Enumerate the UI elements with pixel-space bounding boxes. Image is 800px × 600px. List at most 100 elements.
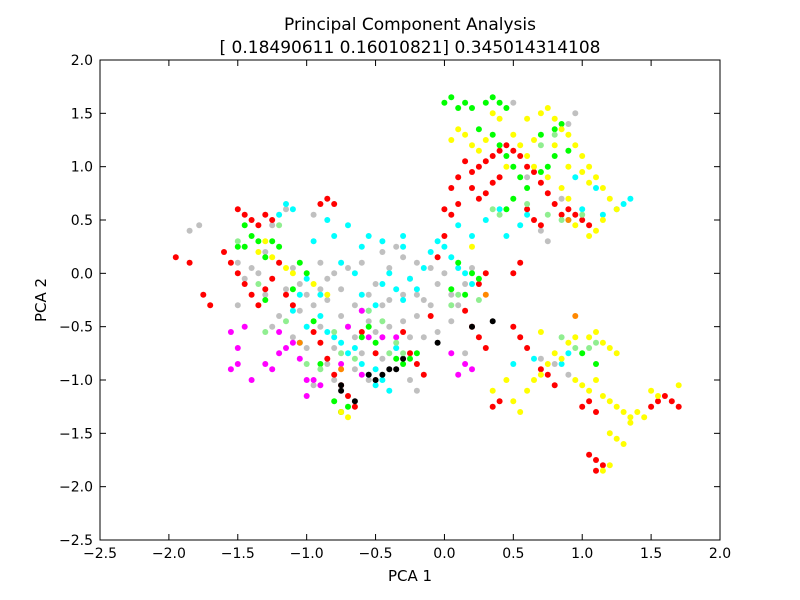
y-tick-label-8: 1.5 bbox=[71, 106, 93, 122]
data-point-s0-62 bbox=[565, 371, 572, 378]
data-point-s0-34 bbox=[379, 249, 386, 255]
data-point-s4-61 bbox=[599, 339, 606, 346]
data-point-s4-48 bbox=[489, 387, 496, 394]
data-point-s0-37 bbox=[317, 323, 324, 330]
data-point-s2-19 bbox=[317, 201, 324, 207]
data-point-s1-36 bbox=[338, 339, 345, 346]
data-point-s4-57 bbox=[558, 355, 565, 362]
data-point-s4-29 bbox=[531, 137, 537, 143]
data-point-s1-45 bbox=[496, 206, 503, 213]
data-point-s5-13 bbox=[234, 361, 241, 367]
data-point-s3-11 bbox=[310, 318, 317, 325]
data-point-s4-9 bbox=[551, 115, 558, 122]
data-point-s1-26 bbox=[365, 233, 372, 239]
data-point-s0-19 bbox=[379, 302, 386, 309]
data-point-s8-8 bbox=[386, 350, 393, 357]
data-point-s1-12 bbox=[393, 286, 400, 293]
data-point-s4-71 bbox=[620, 409, 627, 415]
data-point-s0-9 bbox=[310, 302, 317, 309]
x-tick-label-0: −2.5 bbox=[83, 546, 117, 562]
data-point-s3-29 bbox=[503, 105, 510, 111]
data-point-s2-70 bbox=[489, 179, 496, 186]
data-point-s4-36 bbox=[496, 115, 503, 122]
data-point-s5-25 bbox=[455, 371, 462, 378]
data-point-s0-28 bbox=[441, 270, 448, 277]
data-point-s2-51 bbox=[503, 142, 510, 149]
data-point-s2-74 bbox=[537, 222, 544, 229]
data-point-s2-62 bbox=[579, 217, 586, 223]
data-point-s0-1 bbox=[196, 222, 203, 229]
chart-title: Principal Component Analysis bbox=[284, 15, 536, 35]
data-point-s0-51 bbox=[448, 318, 455, 325]
data-point-s4-14 bbox=[586, 163, 593, 170]
data-point-s7-2 bbox=[572, 313, 579, 319]
x-tick-label-9: 2.0 bbox=[709, 546, 731, 562]
data-point-s8-14 bbox=[524, 201, 531, 207]
data-point-s2-39 bbox=[448, 211, 455, 218]
data-point-s4-64 bbox=[572, 377, 579, 383]
data-point-s4-66 bbox=[586, 387, 593, 394]
data-point-s5-23 bbox=[462, 361, 469, 367]
data-point-s5-18 bbox=[358, 371, 365, 378]
data-point-s1-10 bbox=[379, 281, 386, 287]
data-point-s3-25 bbox=[469, 105, 475, 111]
data-point-s0-54 bbox=[469, 265, 475, 271]
data-point-s8-23 bbox=[572, 345, 579, 351]
data-point-s0-0 bbox=[186, 227, 193, 234]
data-point-s0-41 bbox=[269, 323, 276, 330]
data-point-s6-4 bbox=[372, 377, 379, 383]
data-point-s2-55 bbox=[531, 169, 537, 175]
data-point-s2-63 bbox=[586, 222, 593, 229]
data-point-s5-8 bbox=[296, 355, 303, 362]
data-point-s0-73 bbox=[310, 382, 317, 389]
data-point-s8-25 bbox=[537, 142, 544, 149]
data-point-s8-3 bbox=[262, 329, 269, 335]
data-point-s3-40 bbox=[551, 126, 558, 133]
data-point-s0-2 bbox=[234, 259, 241, 266]
data-point-s1-25 bbox=[379, 238, 386, 245]
data-point-s5-19 bbox=[365, 334, 372, 341]
data-point-s4-59 bbox=[586, 334, 593, 341]
data-point-s0-83 bbox=[400, 318, 407, 325]
data-point-s5-6 bbox=[283, 345, 289, 351]
data-point-s0-20 bbox=[386, 323, 393, 330]
data-point-s8-0 bbox=[234, 238, 241, 245]
y-tick-label-5: 0.0 bbox=[71, 266, 93, 282]
x-tick-label-1: −2.0 bbox=[152, 546, 186, 562]
data-point-s3-10 bbox=[289, 286, 296, 293]
plot-area-frame bbox=[99, 59, 721, 541]
data-point-s0-63 bbox=[544, 238, 551, 245]
data-point-s0-24 bbox=[413, 313, 420, 319]
data-point-s1-29 bbox=[303, 275, 310, 282]
x-tick-label-8: 1.5 bbox=[640, 546, 662, 562]
data-point-s0-74 bbox=[372, 329, 379, 335]
data-point-s3-30 bbox=[475, 126, 482, 133]
data-point-s1-61 bbox=[469, 233, 475, 239]
y-tick-label-9: 2.0 bbox=[71, 53, 93, 69]
data-point-s4-30 bbox=[551, 142, 558, 149]
data-point-s1-48 bbox=[503, 233, 510, 239]
data-point-s2-61 bbox=[572, 211, 579, 218]
data-point-s0-55 bbox=[283, 206, 289, 213]
y-tick-label-4: −0.5 bbox=[59, 320, 93, 336]
data-point-s3-1 bbox=[248, 233, 255, 239]
data-point-s3-24 bbox=[462, 99, 469, 106]
data-point-s0-60 bbox=[537, 355, 544, 362]
data-point-s4-47 bbox=[469, 243, 475, 250]
data-point-s4-32 bbox=[579, 169, 586, 175]
data-point-s2-32 bbox=[400, 329, 407, 335]
data-point-s8-24 bbox=[551, 131, 558, 138]
data-point-s0-87 bbox=[283, 286, 289, 293]
data-point-s2-87 bbox=[586, 398, 593, 405]
data-point-s0-29 bbox=[448, 291, 455, 298]
data-point-s0-65 bbox=[524, 174, 531, 181]
data-point-s4-44 bbox=[324, 291, 331, 298]
data-point-s1-6 bbox=[351, 270, 358, 277]
data-point-s2-25 bbox=[317, 339, 324, 346]
data-point-s1-58 bbox=[565, 350, 572, 357]
data-point-s2-84 bbox=[593, 457, 599, 463]
data-point-s0-76 bbox=[462, 350, 469, 357]
data-point-s2-56 bbox=[537, 179, 544, 186]
data-point-s6-9 bbox=[434, 339, 441, 346]
data-point-s4-65 bbox=[579, 382, 586, 389]
